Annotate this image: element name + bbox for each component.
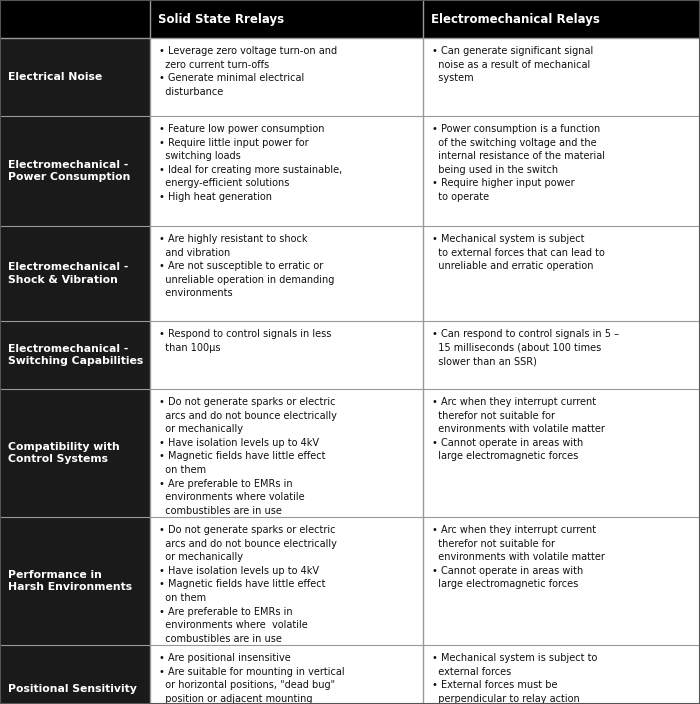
Text: Compatibility with
Control Systems: Compatibility with Control Systems — [8, 441, 120, 465]
Text: • Arc when they interrupt current
  therefor not suitable for
  environments wit: • Arc when they interrupt current theref… — [432, 525, 605, 589]
Text: Electromechanical -
Shock & Vibration: Electromechanical - Shock & Vibration — [8, 262, 128, 285]
Text: • Arc when they interrupt current
  therefor not suitable for
  environments wit: • Arc when they interrupt current theref… — [432, 397, 605, 461]
Text: • Leverage zero voltage turn-on and
  zero current turn-offs
• Generate minimal : • Leverage zero voltage turn-on and zero… — [159, 46, 337, 96]
Text: Electrical Noise: Electrical Noise — [8, 72, 102, 82]
Text: • Respond to control signals in less
  than 100μs: • Respond to control signals in less tha… — [159, 329, 331, 353]
Bar — [0, 321, 150, 389]
Bar — [0, 38, 150, 116]
Bar — [0, 389, 150, 517]
Text: Positional Sensitivity: Positional Sensitivity — [8, 684, 137, 694]
Bar — [0, 116, 150, 226]
Text: Performance in
Harsh Environments: Performance in Harsh Environments — [8, 570, 132, 592]
Bar — [423, 38, 700, 116]
Bar — [423, 389, 700, 517]
Bar — [150, 645, 423, 704]
Bar — [0, 226, 150, 321]
Bar — [0, 0, 700, 38]
Bar — [423, 321, 700, 389]
Text: Solid State Rrelays: Solid State Rrelays — [158, 13, 284, 25]
Bar — [150, 321, 423, 389]
Bar — [150, 116, 423, 226]
Text: • Mechanical system is subject to
  external forces
• External forces must be
  : • Mechanical system is subject to extern… — [432, 653, 597, 704]
Text: • Are highly resistant to shock
  and vibration
• Are not susceptible to erratic: • Are highly resistant to shock and vibr… — [159, 234, 335, 298]
Bar — [0, 645, 150, 704]
Text: • Do not generate sparks or electric
  arcs and do not bounce electrically
  or : • Do not generate sparks or electric arc… — [159, 525, 337, 643]
Text: Electromechanical -
Switching Capabilities: Electromechanical - Switching Capabiliti… — [8, 344, 143, 366]
Text: • Can respond to control signals in 5 –
  15 milliseconds (about 100 times
  slo: • Can respond to control signals in 5 – … — [432, 329, 619, 366]
Bar — [423, 645, 700, 704]
Text: • Do not generate sparks or electric
  arcs and do not bounce electrically
  or : • Do not generate sparks or electric arc… — [159, 397, 337, 516]
Bar — [150, 226, 423, 321]
Bar — [423, 517, 700, 645]
Text: Electromechanical Relays: Electromechanical Relays — [431, 13, 600, 25]
Text: • Are positional insensitive
• Are suitable for mounting in vertical
  or horizo: • Are positional insensitive • Are suita… — [159, 653, 344, 704]
Bar — [0, 517, 150, 645]
Text: • Power consumption is a function
  of the switching voltage and the
  internal : • Power consumption is a function of the… — [432, 124, 605, 202]
Bar — [150, 517, 423, 645]
Text: • Can generate significant signal
  noise as a result of mechanical
  system: • Can generate significant signal noise … — [432, 46, 594, 83]
Bar — [423, 116, 700, 226]
Bar — [150, 389, 423, 517]
Bar — [150, 38, 423, 116]
Bar — [423, 226, 700, 321]
Text: • Mechanical system is subject
  to external forces that can lead to
  unreliabl: • Mechanical system is subject to extern… — [432, 234, 605, 271]
Text: Electromechanical -
Power Consumption: Electromechanical - Power Consumption — [8, 160, 130, 182]
Text: • Feature low power consumption
• Require little input power for
  switching loa: • Feature low power consumption • Requir… — [159, 124, 342, 202]
